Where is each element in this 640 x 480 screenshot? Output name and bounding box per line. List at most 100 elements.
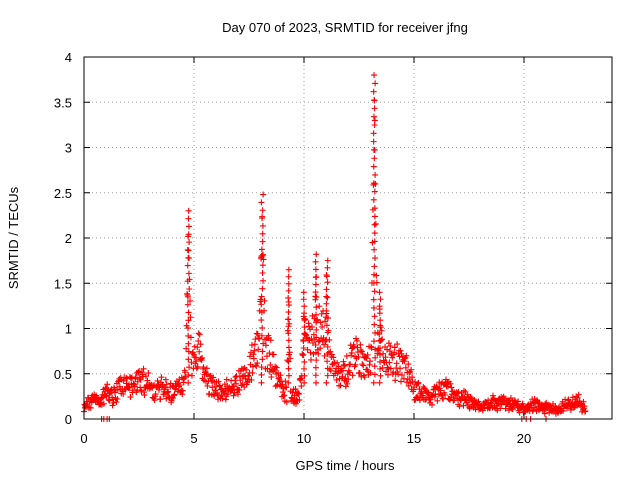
data-point (258, 301, 265, 308)
data-point (398, 350, 405, 357)
data-point (371, 121, 378, 128)
data-point (114, 395, 121, 402)
data-point (223, 376, 230, 383)
data-point (300, 338, 307, 345)
data-point (285, 273, 292, 280)
data-point (334, 359, 341, 366)
data-point (376, 310, 383, 317)
data-point (377, 317, 384, 324)
data-point (185, 379, 192, 386)
data-point (312, 364, 319, 371)
data-point (127, 394, 134, 401)
data-point (386, 359, 393, 366)
data-point (248, 342, 255, 349)
data-point (371, 205, 378, 212)
data-point (330, 354, 337, 361)
data-point (313, 294, 320, 301)
data-point (398, 378, 405, 385)
data-point (88, 399, 95, 406)
data-point (236, 387, 243, 394)
data-point (259, 207, 266, 214)
data-point (267, 337, 274, 344)
data-point (259, 285, 266, 292)
data-points (81, 72, 589, 422)
data-point (302, 316, 309, 323)
data-point (312, 296, 319, 303)
data-point (285, 344, 292, 351)
data-point (313, 251, 320, 258)
data-point (405, 361, 412, 368)
data-point (258, 379, 265, 386)
data-point (232, 374, 239, 381)
data-point (281, 392, 288, 399)
data-point (128, 374, 135, 381)
data-point (185, 270, 192, 277)
data-point (323, 300, 330, 307)
data-point (260, 340, 267, 347)
data-point (323, 322, 330, 329)
data-point (258, 364, 265, 371)
data-point (285, 316, 292, 323)
data-point (273, 364, 280, 371)
data-point (197, 341, 204, 348)
data-point (300, 296, 307, 303)
data-point (376, 303, 383, 310)
data-point (163, 381, 170, 388)
data-point (370, 88, 377, 95)
data-point (259, 324, 266, 331)
data-point (175, 383, 182, 390)
data-point (259, 222, 266, 229)
y-tick-label: 1 (65, 322, 72, 337)
data-point (380, 350, 387, 357)
data-point (565, 396, 572, 403)
data-point (347, 361, 354, 368)
data-point (324, 294, 331, 301)
data-point (349, 372, 356, 379)
data-point (258, 317, 265, 324)
data-point (343, 353, 350, 360)
data-point (111, 389, 118, 396)
data-point (157, 396, 164, 403)
data-point (113, 398, 120, 405)
data-point (179, 387, 186, 394)
data-point (509, 406, 516, 413)
data-point (285, 309, 292, 316)
data-point (256, 335, 263, 342)
data-point (301, 372, 308, 379)
data-point (345, 376, 352, 383)
data-point (359, 361, 366, 368)
data-point (120, 391, 127, 398)
data-point (292, 386, 299, 393)
y-tick-label: 4 (65, 50, 72, 65)
data-point (184, 293, 191, 300)
data-point (257, 296, 264, 303)
data-point (323, 271, 330, 278)
data-point (371, 271, 378, 278)
data-point (259, 215, 266, 222)
data-point (403, 379, 410, 386)
data-point (204, 382, 211, 389)
data-point (371, 146, 378, 153)
data-point (158, 374, 165, 381)
data-point (267, 361, 274, 368)
data-point (377, 365, 384, 372)
data-point (372, 329, 379, 336)
data-point (450, 397, 457, 404)
data-point (313, 311, 320, 318)
data-point (287, 355, 294, 362)
data-point (266, 350, 273, 357)
data-point (285, 323, 292, 330)
data-point (215, 378, 222, 385)
data-point (314, 316, 321, 323)
data-point (352, 361, 359, 368)
data-point (376, 379, 383, 386)
data-point (186, 286, 193, 293)
data-point (186, 297, 193, 304)
data-point (370, 196, 377, 203)
data-point (140, 365, 147, 372)
data-point (342, 375, 349, 382)
data-point (371, 371, 378, 378)
data-point (368, 344, 375, 351)
data-point (165, 388, 172, 395)
